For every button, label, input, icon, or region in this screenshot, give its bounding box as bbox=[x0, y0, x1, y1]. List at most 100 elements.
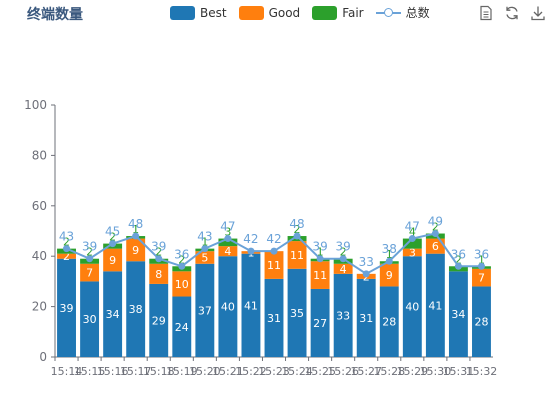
x-tick-label: 15:26 bbox=[327, 365, 359, 378]
data-label-total: 43 bbox=[197, 230, 212, 244]
bar-best bbox=[333, 273, 353, 357]
data-label-total: 36 bbox=[451, 247, 466, 261]
legend-item-fair[interactable]: Fair bbox=[312, 5, 364, 20]
line-point-total bbox=[362, 270, 370, 278]
bar-good bbox=[333, 263, 353, 274]
bar-best bbox=[57, 258, 76, 357]
legend-swatch-good bbox=[238, 5, 264, 20]
legend-label-total: 总数 bbox=[405, 6, 430, 20]
x-tick-label: 15:27 bbox=[350, 365, 382, 378]
data-label-fair: 2 bbox=[86, 246, 93, 259]
bar-good bbox=[126, 238, 146, 262]
download-icon[interactable] bbox=[530, 5, 546, 21]
data-label-best: 34 bbox=[451, 308, 465, 321]
data-label-total: 48 bbox=[128, 217, 143, 231]
line-point-total bbox=[86, 255, 94, 263]
line-point-total bbox=[339, 255, 347, 263]
bar-best bbox=[425, 253, 445, 357]
legend-label-fair: Fair bbox=[342, 5, 364, 20]
bar-best bbox=[448, 271, 468, 357]
bar-best bbox=[172, 296, 192, 357]
data-label-fair: 2 bbox=[294, 223, 301, 236]
bar-good bbox=[103, 248, 123, 272]
bar-best bbox=[402, 256, 422, 357]
legend: Best Good Fair 总数 bbox=[170, 4, 430, 21]
x-tick-label: 15:22 bbox=[235, 365, 267, 378]
bar-good bbox=[57, 253, 76, 259]
data-label-total: 43 bbox=[59, 230, 74, 244]
bar-good bbox=[310, 261, 330, 289]
bar-good bbox=[472, 268, 491, 287]
line-point-total bbox=[132, 232, 140, 240]
data-label-best: 40 bbox=[405, 301, 419, 314]
x-tick-label: 15:14 bbox=[51, 365, 83, 378]
data-label-best: 29 bbox=[152, 314, 166, 327]
x-tick-label: 15:21 bbox=[212, 365, 244, 378]
legend-swatch-best bbox=[170, 5, 195, 20]
line-point-total bbox=[270, 247, 278, 255]
y-tick-label: 80 bbox=[32, 148, 47, 162]
line-point-total bbox=[109, 240, 117, 248]
legend-label-good: Good bbox=[268, 5, 301, 20]
data-label-best: 40 bbox=[221, 301, 235, 314]
data-label-good: 11 bbox=[313, 269, 327, 282]
y-tick-label: 60 bbox=[32, 199, 47, 213]
line-point-total bbox=[63, 245, 71, 253]
data-label-fair: 1 bbox=[317, 246, 324, 259]
y-tick-label: 40 bbox=[32, 249, 47, 263]
data-label-fair: 1 bbox=[132, 223, 139, 236]
bar-good bbox=[195, 251, 215, 264]
x-tick-label: 15:31 bbox=[443, 365, 475, 378]
x-tick-label: 15:20 bbox=[189, 365, 221, 378]
bar-best bbox=[149, 283, 169, 357]
data-label-best: 30 bbox=[83, 313, 97, 326]
toolbox bbox=[478, 5, 546, 21]
bar-fair bbox=[402, 238, 422, 249]
line-point-total bbox=[201, 245, 209, 253]
y-tick-label: 100 bbox=[24, 98, 47, 112]
data-label-best: 31 bbox=[359, 312, 373, 325]
x-tick-label: 15:16 bbox=[97, 365, 129, 378]
x-tick-label: 15:24 bbox=[281, 365, 313, 378]
x-tick-label: 15:15 bbox=[74, 365, 106, 378]
bar-best bbox=[126, 261, 146, 357]
data-label-good: 4 bbox=[340, 263, 347, 276]
data-label-total: 33 bbox=[359, 255, 374, 269]
bar-good bbox=[379, 263, 399, 287]
refresh-icon[interactable] bbox=[504, 5, 520, 21]
data-label-fair: 1 bbox=[478, 253, 485, 266]
line-point-total bbox=[178, 262, 186, 270]
bar-good bbox=[264, 251, 284, 279]
data-label-good: 7 bbox=[86, 267, 93, 280]
bar-good bbox=[287, 241, 307, 269]
legend-item-good[interactable]: Good bbox=[238, 5, 301, 20]
data-label-good: 2 bbox=[63, 250, 70, 263]
legend-item-total[interactable]: 总数 bbox=[375, 4, 430, 21]
data-label-best: 41 bbox=[244, 299, 258, 312]
data-label-fair: 3 bbox=[224, 226, 231, 239]
bar-good bbox=[149, 263, 169, 284]
line-point-total bbox=[385, 257, 393, 265]
data-label-total: 42 bbox=[243, 232, 258, 246]
data-label-total: 47 bbox=[405, 220, 420, 234]
data-view-icon[interactable] bbox=[478, 5, 494, 21]
data-label-good: 8 bbox=[155, 268, 162, 281]
bar-best bbox=[218, 256, 238, 357]
data-label-total: 36 bbox=[174, 247, 189, 261]
data-label-good: 4 bbox=[224, 245, 231, 258]
data-label-best: 28 bbox=[382, 316, 396, 329]
bar-best bbox=[103, 271, 123, 357]
legend-item-best[interactable]: Best bbox=[170, 5, 227, 20]
data-label-total: 39 bbox=[151, 240, 166, 254]
data-label-best: 31 bbox=[267, 312, 281, 325]
x-tick-label: 15:28 bbox=[373, 365, 405, 378]
data-label-best: 28 bbox=[474, 316, 488, 329]
x-tick-label: 15:32 bbox=[466, 365, 498, 378]
data-label-good: 9 bbox=[132, 244, 139, 257]
x-tick-label: 15:29 bbox=[396, 365, 428, 378]
data-label-best: 34 bbox=[106, 308, 120, 321]
line-point-total bbox=[477, 262, 485, 270]
data-label-best: 37 bbox=[198, 304, 212, 317]
